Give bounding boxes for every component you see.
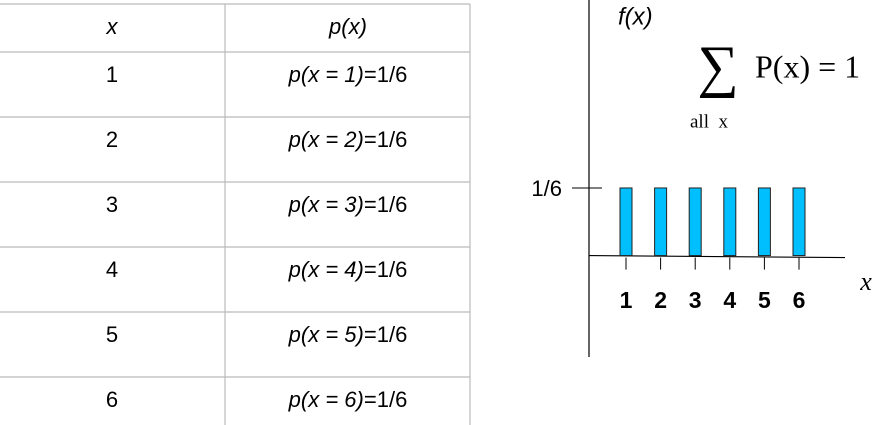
bar <box>792 187 806 257</box>
header-cell: x <box>106 14 119 39</box>
y-axis-label: f(x) <box>618 3 653 30</box>
px-expr: p(x = 5) <box>288 322 364 347</box>
bar <box>723 187 737 257</box>
formula-body: P(x) = 1 <box>755 48 860 84</box>
px-cell: p(x = 2)=1/6 <box>288 127 408 152</box>
formula-sigma: ∑ <box>697 33 738 98</box>
x-tick-label: 3 <box>689 287 702 313</box>
x-axis-label: x <box>859 267 872 296</box>
px-expr: p(x = 1) <box>288 62 364 87</box>
px-result: =1/6 <box>364 387 407 412</box>
px-cell: p(x = 5)=1/6 <box>288 322 408 347</box>
px-cell: p(x = 3)=1/6 <box>288 192 408 217</box>
px-cell: p(x = 1)=1/6 <box>288 62 408 87</box>
x-tick-label: 2 <box>654 287 667 313</box>
table <box>0 3 471 425</box>
px-expr: p(x = 4) <box>288 257 364 282</box>
bar <box>757 187 771 257</box>
x-tick-label: 6 <box>793 287 806 313</box>
x-cell: 4 <box>106 257 118 282</box>
px-cell: p(x = 4)=1/6 <box>288 257 408 282</box>
x-tick-label: 5 <box>758 287 771 313</box>
px-result: =1/6 <box>364 257 407 282</box>
px-result: =1/6 <box>364 62 407 87</box>
x-cell: 6 <box>106 387 118 412</box>
px-cell: p(x = 6)=1/6 <box>288 387 408 412</box>
x-cell: 2 <box>106 127 118 152</box>
x-tick-label: 4 <box>723 287 736 313</box>
px-expr: p(x = 3) <box>288 192 364 217</box>
px-result: =1/6 <box>364 127 407 152</box>
x-cell: 3 <box>106 192 118 217</box>
px-result: =1/6 <box>364 192 407 217</box>
x-tick-label: 1 <box>620 287 633 313</box>
header-cell: p(x) <box>328 14 367 39</box>
bar <box>619 187 633 257</box>
px-expr: p(x = 6) <box>288 387 364 412</box>
formula-subscript: all x <box>690 111 728 132</box>
x-cell: 5 <box>106 322 118 347</box>
px-expr: p(x = 2) <box>288 127 364 152</box>
bar <box>654 187 668 257</box>
y-tick-label: 1/6 <box>531 176 562 201</box>
px-result: =1/6 <box>364 322 407 347</box>
bar <box>688 187 702 257</box>
x-cell: 1 <box>106 62 118 87</box>
